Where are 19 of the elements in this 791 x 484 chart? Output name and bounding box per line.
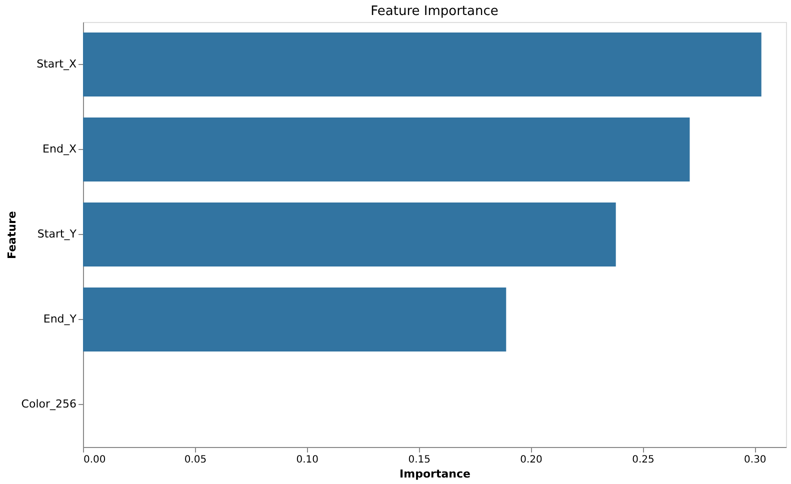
x-tick-label: 0.10 xyxy=(296,454,319,466)
y-tick-label: End_Y xyxy=(43,312,77,326)
y-tick-label: Start_X xyxy=(36,58,77,70)
x-tick-label: 0.30 xyxy=(744,454,766,466)
x-axis-title: Importance xyxy=(400,468,470,480)
x-tick-label: 0.05 xyxy=(184,454,207,466)
bar xyxy=(83,202,616,266)
bar xyxy=(83,118,690,182)
y-tick-label: End_X xyxy=(42,142,77,156)
bar xyxy=(83,288,506,352)
x-tick-label: 0.00 xyxy=(84,454,106,466)
bar xyxy=(83,32,762,96)
y-tick-label: Start_Y xyxy=(37,228,77,240)
x-tick-label: 0.25 xyxy=(632,454,654,466)
y-axis-title: Feature xyxy=(5,211,18,259)
chart-title: Feature Importance xyxy=(370,4,498,19)
y-tick-label: Color_256 xyxy=(21,398,76,410)
x-tick-label: 0.15 xyxy=(408,454,430,466)
x-tick-label: 0.20 xyxy=(520,454,542,466)
